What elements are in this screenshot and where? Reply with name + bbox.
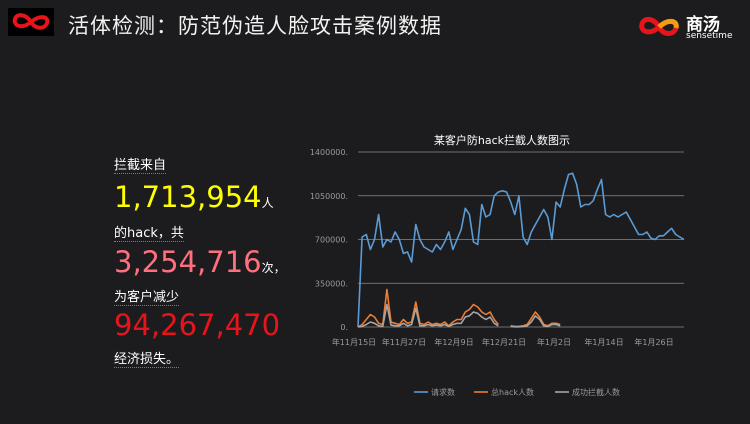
y-tick-label: 0. (340, 323, 348, 332)
legend-label: 成功拦截人数 (572, 387, 620, 397)
y-tick-label: 700000. (315, 236, 348, 245)
stat-label-reduce: 为客户减少 (114, 286, 180, 306)
stat-unit-people: 人 (261, 196, 274, 210)
stat-unit-times: 次， (261, 261, 286, 275)
header-logo-icon (8, 8, 54, 36)
x-tick-label: 年11月15日 (332, 337, 376, 347)
stat-label-intercepted: 拦截来自 (114, 154, 167, 174)
x-tick-label: 年12月9日 (434, 337, 473, 347)
x-tick-label: 年1月26日 (634, 337, 673, 347)
y-tick-label: 1050000. (310, 192, 348, 201)
x-tick-label: 年1月14日 (584, 337, 623, 347)
stat-value-loss: 94,267,470 (114, 308, 280, 342)
chart-title: 某客户防hack拦截人数图示 (434, 133, 570, 147)
infinity-logo-icon (639, 17, 679, 36)
legend-label: 请求数 (431, 387, 455, 397)
x-tick-label: 年11月27日 (382, 337, 426, 347)
stat-value-times: 3,254,716次， (114, 245, 286, 279)
x-tick-label: 年12月21日 (482, 337, 526, 347)
y-tick-label: 1400000. (310, 148, 348, 157)
brand-name: 商汤 (686, 15, 720, 35)
stat-value-times-number: 3,254,716 (114, 245, 262, 279)
legend-label: 总hack人数 (491, 387, 534, 397)
stat-value-loss-number: 94,267,470 (114, 308, 281, 342)
stat-label-economic: 经济损失。 (114, 348, 180, 368)
page-title: 活体检测：防范伪造人脸攻击案例数据 (68, 14, 442, 38)
stat-value-people: 1,713,954人 (114, 180, 274, 214)
x-tick-label: 年1月2日 (537, 337, 571, 347)
brand-subtitle: sensetime (686, 31, 733, 41)
brand-logo: 商汤 sensetime (636, 10, 740, 44)
stat-label-hack: 的hack，共 (114, 222, 184, 242)
y-tick-label: 350000. (315, 279, 348, 288)
series-line-2 (357, 303, 561, 328)
series-line-0 (357, 172, 685, 328)
stat-value-people-number: 1,713,954 (114, 180, 262, 214)
